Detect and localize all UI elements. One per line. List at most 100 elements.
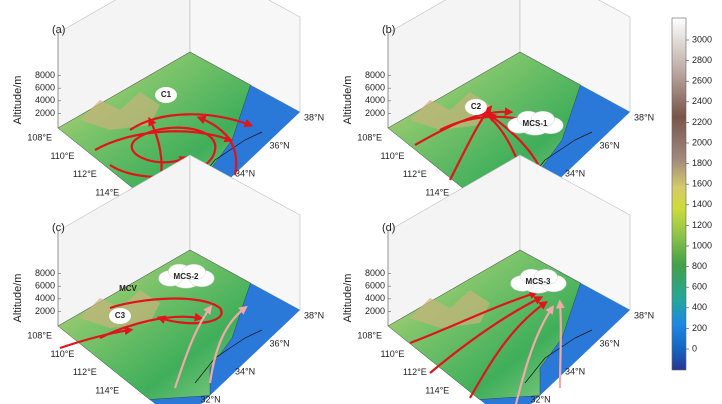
panel-label: (b) xyxy=(382,24,395,36)
z-tick-label: 4000 xyxy=(35,293,55,303)
colorbar xyxy=(671,17,687,371)
colorbar-tick-label: 2800 xyxy=(692,55,712,65)
back-wall xyxy=(189,0,301,113)
z-tick-label: 6000 xyxy=(365,281,385,291)
lat-tick-label: 36°N xyxy=(270,338,290,348)
colorbar-tick-label: 2400 xyxy=(692,96,712,106)
panel: 8000 6000 4000 2000 Altitude/m (d) 108°E 110°E 1… xyxy=(342,154,654,404)
flow-arrow xyxy=(449,105,493,181)
flow-arrow xyxy=(208,305,248,384)
colorbar-tick-label: 1400 xyxy=(692,199,712,209)
back-wall xyxy=(519,154,631,311)
coastline xyxy=(194,329,263,384)
colorbar-tick-label: 2600 xyxy=(692,76,712,86)
panel-label: (c) xyxy=(52,222,65,234)
flow-arrow xyxy=(409,290,539,345)
z-tick-label: 4000 xyxy=(35,95,55,105)
z-axis-label: Altitude/m xyxy=(12,76,24,125)
flow-arrow xyxy=(556,299,565,389)
annotation: C1 xyxy=(161,90,172,99)
back-wall xyxy=(189,154,301,311)
colorbar-tick-label: 3000 xyxy=(692,34,712,44)
lat-tick-label: 34°N xyxy=(565,366,585,376)
z-tick-label: 8000 xyxy=(35,268,55,278)
lon-tick-label: 110°E xyxy=(380,349,404,359)
flow-arrow xyxy=(129,113,254,131)
colorbar-tick-label: 2200 xyxy=(692,117,712,127)
flow-arrow xyxy=(99,312,204,339)
lon-tick-label: 114°E xyxy=(425,386,449,396)
lon-tick-label: 114°E xyxy=(95,386,119,396)
colorbar-tick-label: 2000 xyxy=(692,137,712,147)
z-tick-label: 6000 xyxy=(35,281,55,291)
z-axis-label: Altitude/m xyxy=(342,274,354,323)
flow-arrow xyxy=(469,300,548,399)
z-tick-label: 2000 xyxy=(35,306,55,316)
lon-tick-label: 110°E xyxy=(50,349,74,359)
lon-tick-label: 112°E xyxy=(73,169,97,179)
lat-tick-label: 34°N xyxy=(565,168,585,178)
flow-arrow xyxy=(109,297,223,325)
label-bubble xyxy=(109,308,131,324)
lon-tick-label: 112°E xyxy=(403,169,427,179)
lon-tick-label: 108°E xyxy=(357,330,382,340)
flow-arrow xyxy=(429,296,544,374)
annotation: MCV xyxy=(119,284,137,293)
lat-tick-label: 38°N xyxy=(304,310,324,320)
lat-tick-label: 32°N xyxy=(531,394,551,404)
cloud xyxy=(181,264,206,281)
lon-tick-label: 108°E xyxy=(27,330,52,340)
z-tick-label: 4000 xyxy=(365,95,385,105)
lon-tick-label: 110°E xyxy=(50,151,74,161)
flow-arrow xyxy=(94,130,234,151)
z-tick-label: 2000 xyxy=(365,108,385,118)
label-bubble xyxy=(155,87,177,103)
lon-tick-label: 112°E xyxy=(73,367,97,377)
lon-tick-label: 110°E xyxy=(380,151,404,161)
panel-label: (d) xyxy=(382,222,395,234)
z-tick-label: 4000 xyxy=(365,293,385,303)
land xyxy=(57,249,251,400)
lat-tick-label: 38°N xyxy=(634,310,654,320)
annotation: C2 xyxy=(471,102,482,111)
label-bubble xyxy=(465,99,487,115)
annotation: MCS-2 xyxy=(174,272,199,281)
back-wall xyxy=(519,0,631,113)
lon-tick-label: 114°E xyxy=(425,188,449,198)
lat-tick-label: 36°N xyxy=(600,338,620,348)
colorbar-tick-label: 400 xyxy=(692,302,707,312)
annotation: C3 xyxy=(115,311,126,320)
lat-tick-label: 34°N xyxy=(235,366,255,376)
z-tick-label: 8000 xyxy=(365,268,385,278)
lon-tick-label: 108°E xyxy=(357,132,382,142)
colorbar-tick-label: 1000 xyxy=(692,240,712,250)
colorbar-tick-label: 1200 xyxy=(692,220,712,230)
z-axis-label: Altitude/m xyxy=(342,76,354,125)
annotation: MCS-1 xyxy=(523,119,548,128)
z-tick-label: 6000 xyxy=(365,83,385,93)
z-tick-label: 8000 xyxy=(365,70,385,80)
colorbar-tick-label: 1600 xyxy=(692,179,712,189)
lat-tick-label: 38°N xyxy=(634,112,654,122)
lat-tick-label: 38°N xyxy=(304,112,324,122)
cloud xyxy=(530,111,555,128)
flow-arrow xyxy=(59,326,134,350)
panel: 8000 6000 4000 2000 Altitude/m (c) 108°E 110°E 1… xyxy=(12,154,324,404)
flow-arrow xyxy=(173,305,213,389)
lat-tick-label: 34°N xyxy=(235,168,255,178)
lat-tick-label: 36°N xyxy=(600,140,620,150)
colorbar-tick-label: 200 xyxy=(692,323,707,333)
lat-tick-label: 36°N xyxy=(270,140,290,150)
z-tick-label: 2000 xyxy=(365,306,385,316)
lon-tick-label: 108°E xyxy=(27,132,52,142)
lon-tick-label: 112°E xyxy=(403,367,427,377)
colorbar-tick-label: 0 xyxy=(692,343,697,353)
mountains xyxy=(80,92,160,130)
annotation: MCS-3 xyxy=(526,277,551,286)
z-tick-label: 6000 xyxy=(35,83,55,93)
lon-tick-label: 114°E xyxy=(95,188,119,198)
flow-arrow xyxy=(196,115,238,176)
flow-arrow xyxy=(514,305,554,404)
cloud xyxy=(533,269,558,286)
